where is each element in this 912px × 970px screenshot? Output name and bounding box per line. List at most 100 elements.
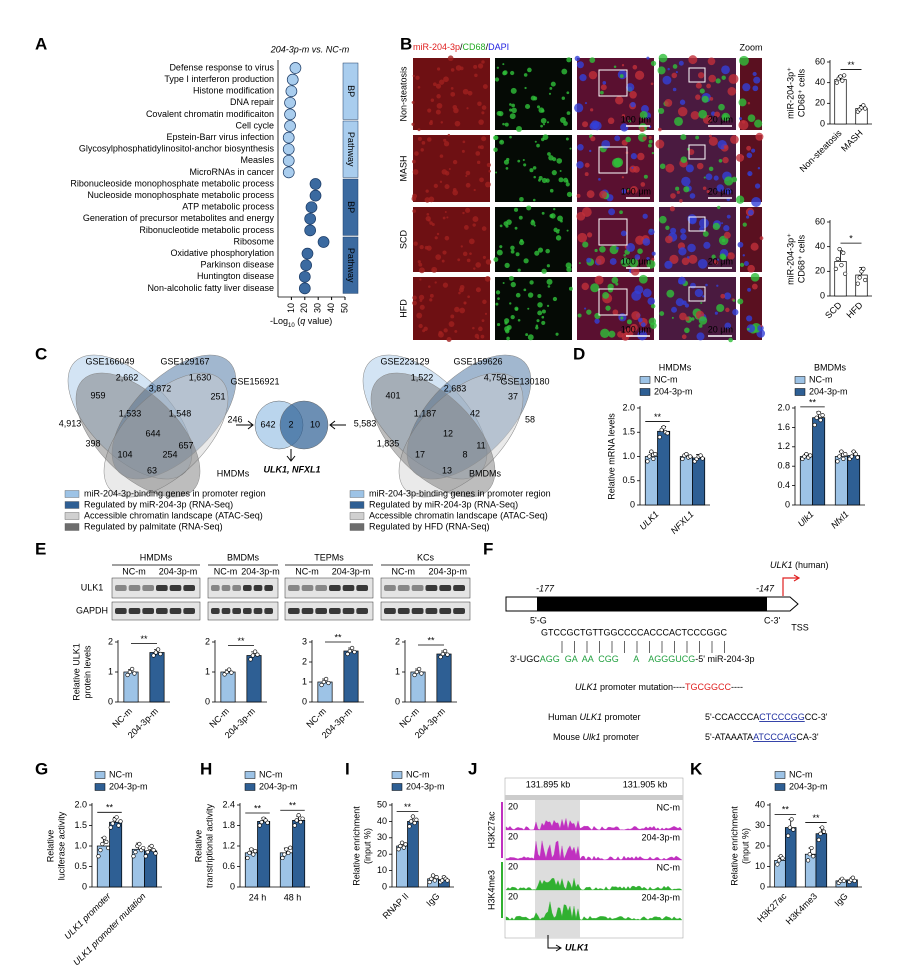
- micrograph-speck: [448, 321, 455, 327]
- micrograph-speck: [678, 60, 684, 66]
- micrograph-speck: [444, 210, 447, 213]
- micrograph-speck: [465, 174, 468, 178]
- micrograph-speck: [677, 106, 688, 117]
- data-point: [863, 277, 868, 283]
- venn-count: 644: [145, 428, 160, 438]
- blot-band: [264, 585, 273, 591]
- micrograph-speck: [605, 305, 611, 311]
- micrograph-speck: [721, 222, 724, 225]
- micrograph-speck: [563, 121, 568, 126]
- micrograph-speck: [751, 197, 762, 207]
- y-tick-label: 40: [755, 799, 765, 809]
- micrograph-speck: [427, 108, 432, 113]
- legend-label: Accessible chromatin landscape (ATAC-Seq…: [369, 510, 548, 520]
- micrograph-speck: [503, 159, 510, 165]
- micrograph-speck: [675, 298, 684, 307]
- micrograph-speck: [681, 257, 690, 266]
- micrograph-speck: [523, 163, 527, 167]
- legend-swatch: [349, 512, 365, 520]
- data-point: [680, 456, 685, 462]
- micrograph-speck: [473, 267, 476, 270]
- micrograph-speck: [481, 105, 487, 110]
- micrograph-speck: [620, 316, 624, 320]
- micrograph-speck: [574, 55, 580, 62]
- data-point: [775, 862, 780, 867]
- term-label: Nucleoside monophosphate metabolic proce…: [87, 190, 274, 200]
- data-point: [843, 271, 848, 276]
- blot-band: [342, 608, 355, 614]
- micrograph-speck: [565, 182, 570, 187]
- micrograph-speck: [505, 166, 509, 170]
- y-tick-label: 0: [395, 696, 400, 706]
- arrow: [236, 420, 254, 430]
- micrograph-speck: [476, 160, 481, 165]
- micrograph-speck: [674, 116, 683, 126]
- blot-band: [156, 608, 168, 614]
- term-dot: [289, 62, 302, 74]
- micrograph-speck: [546, 304, 550, 307]
- micrograph-speck: [623, 253, 627, 257]
- micrograph-speck: [446, 216, 449, 219]
- micrograph-speck: [463, 301, 467, 305]
- micrograph-speck: [688, 55, 698, 65]
- micrograph-speck: [486, 162, 491, 168]
- data-point: [143, 854, 148, 859]
- micrograph-speck: [638, 274, 648, 284]
- data-point: [102, 835, 107, 840]
- term-label: Defense response to virus: [169, 62, 274, 72]
- micrograph-speck: [495, 171, 498, 174]
- micrograph-speck: [690, 110, 700, 120]
- micrograph-speck: [658, 107, 665, 114]
- data-point: [434, 875, 439, 880]
- micrograph-speck: [724, 188, 732, 195]
- micrograph-speck: [635, 235, 645, 245]
- data-point: [280, 855, 285, 861]
- micrograph-speck: [678, 279, 684, 285]
- micrograph-speck: [708, 166, 714, 172]
- micrograph-speck: [468, 238, 475, 245]
- blot-band: [411, 585, 424, 591]
- micrograph-speck: [670, 193, 676, 199]
- micrograph-speck: [659, 311, 665, 316]
- data-point: [818, 418, 823, 423]
- data-point: [432, 878, 437, 883]
- micrograph-speck: [444, 184, 450, 190]
- scale-bar-label: 100 μm: [621, 256, 651, 266]
- micrograph-speck: [609, 245, 619, 255]
- legend-swatch: [64, 512, 80, 520]
- mirna-sequence-part: AGG GA AA CGG A AGGGUCG: [540, 654, 696, 664]
- y-tick-label: 30: [755, 820, 765, 830]
- micrograph-speck: [425, 189, 429, 193]
- micrograph-speck: [543, 123, 546, 126]
- micrograph-speck: [621, 188, 627, 194]
- micrograph-speck: [747, 264, 755, 273]
- micrograph-speck: [706, 190, 710, 194]
- zoom-box: [688, 216, 706, 232]
- micrograph-speck: [413, 241, 418, 246]
- blot-band: [356, 585, 368, 591]
- sig-label: **: [334, 632, 342, 642]
- bar: [123, 671, 139, 703]
- y-tick-label: 30: [377, 832, 387, 842]
- micrograph-speck: [424, 245, 429, 250]
- panel-label: D: [573, 344, 585, 363]
- panel-label: A: [35, 34, 47, 53]
- legend-label: Regulated by miR-204-3p (RNA-Seq): [84, 499, 233, 509]
- x-tick-label: 10: [286, 303, 296, 313]
- micrograph-speck: [442, 282, 449, 288]
- micrograph-speck: [637, 248, 643, 254]
- venn-set-label: GSE166049: [85, 356, 134, 366]
- data-point: [259, 819, 264, 825]
- micrograph-speck: [467, 90, 473, 96]
- y-tick-label: 0: [820, 118, 825, 128]
- data-point: [820, 413, 825, 418]
- micrograph-speck: [584, 162, 590, 168]
- micrograph-speck: [741, 120, 746, 124]
- term-label: MicroRNAs in cancer: [189, 167, 274, 177]
- micrograph-speck: [576, 161, 584, 169]
- data-point: [399, 840, 405, 845]
- micrograph-speck: [497, 297, 500, 300]
- micrograph-speck: [679, 99, 686, 105]
- micrograph-speck: [584, 172, 589, 177]
- micrograph-speck: [742, 222, 747, 227]
